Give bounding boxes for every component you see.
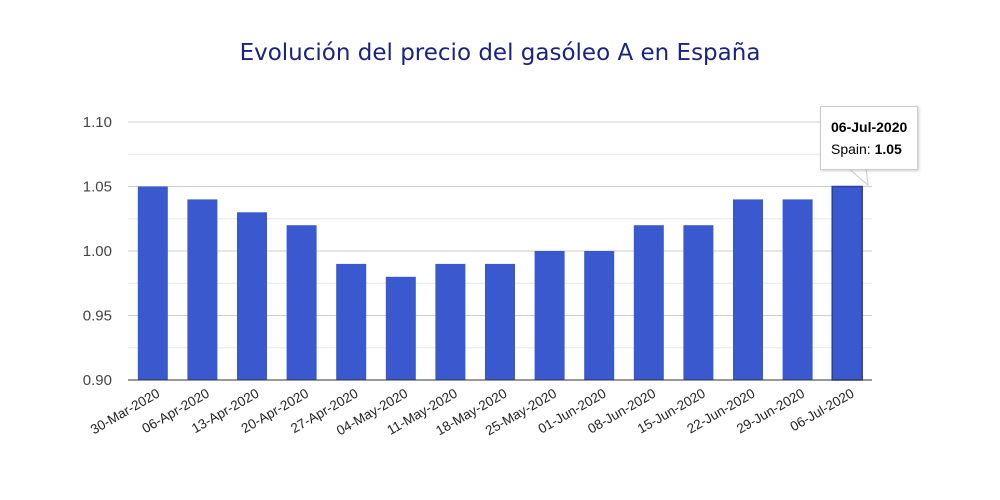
- bar: [137, 186, 168, 380]
- tooltip-value: 1.05: [874, 141, 902, 157]
- bar: [385, 276, 416, 380]
- bar: [831, 185, 863, 381]
- bar: [534, 251, 565, 380]
- y-tick-label: 0.95: [83, 308, 112, 325]
- tooltip: 06-Jul-2020 Spain: 1.05: [820, 106, 919, 170]
- tooltip-date: 06-Jul-2020: [831, 119, 908, 135]
- bar: [187, 199, 218, 380]
- bar: [782, 199, 813, 380]
- y-tick-label: 1.05: [83, 179, 112, 196]
- bar: [633, 225, 664, 380]
- y-tick-label: 1.10: [83, 114, 112, 131]
- tooltip-pointer: [846, 167, 869, 187]
- bar: [237, 212, 267, 380]
- y-tick-label: 1.00: [83, 243, 112, 260]
- bar: [683, 225, 714, 380]
- y-tick-label: 0.90: [83, 372, 112, 389]
- bar: [286, 225, 317, 380]
- tooltip-series: Spain:: [831, 141, 871, 157]
- bar: [584, 251, 615, 380]
- bar: [435, 263, 466, 380]
- bar: [485, 263, 515, 380]
- bar: [733, 199, 763, 380]
- bar: [336, 263, 367, 380]
- chart-title: Evolución del precio del gasóleo A en Es…: [239, 40, 761, 66]
